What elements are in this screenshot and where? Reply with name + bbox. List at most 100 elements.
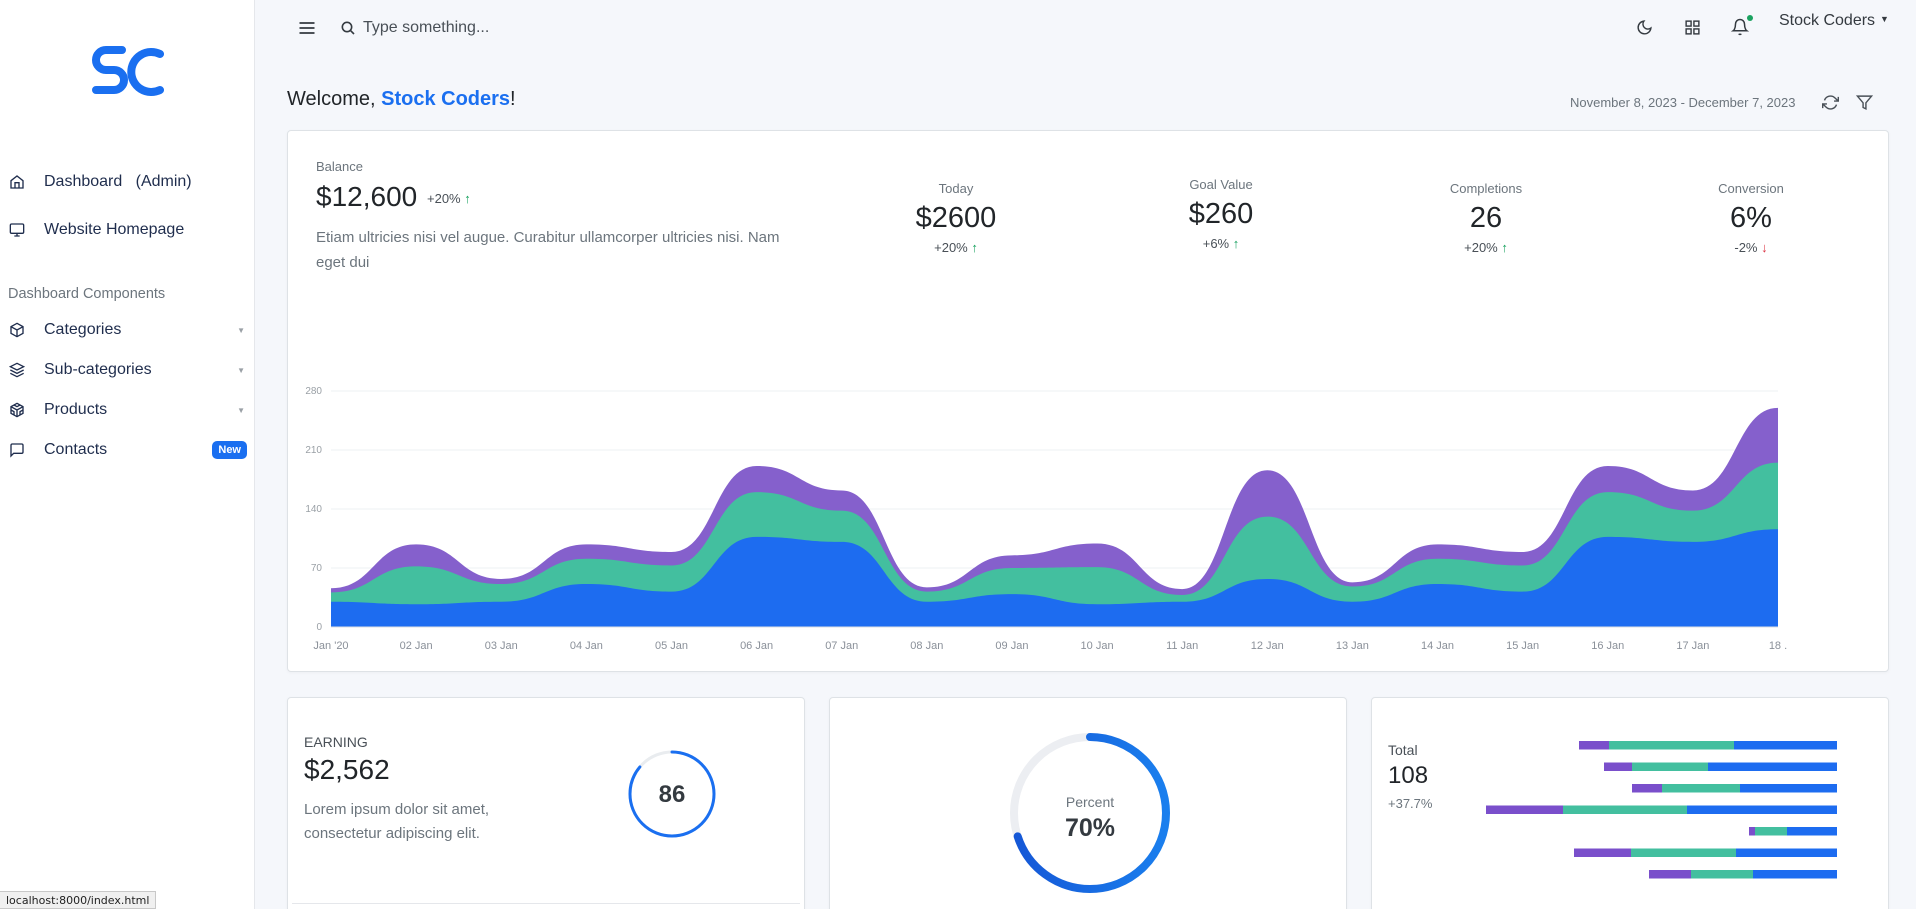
stat-label: Today (938, 181, 974, 196)
refresh-icon (1821, 94, 1839, 110)
filter-button[interactable] (1852, 90, 1876, 114)
stat-change-value: +6% (1202, 236, 1230, 251)
x-tick-label: 03 Jan (485, 640, 518, 652)
sidebar-item-label: Products (44, 401, 108, 418)
welcome-name: Stock Coders (381, 88, 511, 110)
bar-segment (1749, 827, 1755, 836)
sidebar-item-sub-categories[interactable]: Sub-categories ▼ (0, 354, 255, 386)
refresh-button[interactable] (1818, 90, 1842, 114)
apps-button[interactable] (1680, 15, 1704, 39)
percent-value: 70% (1065, 814, 1115, 842)
stat-change: +20% ↑ (1386, 240, 1586, 255)
sidebar-item-products[interactable]: Products ▼ (0, 394, 255, 426)
arrow-up-icon: ↑ (971, 240, 978, 255)
user-name: Stock Coders (1779, 12, 1876, 29)
sidebar-item-website-homepage[interactable]: Website Homepage (0, 214, 255, 246)
stat-today: Today $2600 +20% ↑ (856, 181, 1056, 255)
bar-segment (1574, 848, 1631, 857)
x-tick-label: 14 Jan (1421, 640, 1454, 652)
menu-toggle-button[interactable] (295, 16, 319, 40)
bar-segment (1649, 870, 1691, 879)
bar-segment (1604, 762, 1632, 771)
page-scrollbar[interactable] (1906, 0, 1916, 909)
user-menu[interactable]: Stock Coders ▼ (1779, 12, 1889, 30)
bar-segment (1691, 870, 1753, 879)
y-tick-label: 140 (305, 504, 322, 515)
x-tick-label: 18 . (1769, 640, 1787, 652)
balance-label: Balance (316, 159, 363, 174)
bar-segment (1631, 848, 1736, 857)
arrow-up-icon: ↑ (1501, 240, 1508, 255)
sidebar-item-dashboard[interactable]: Dashboard (Admin) (0, 166, 255, 198)
stat-value: 26 (1469, 202, 1503, 234)
codesandbox-icon (8, 402, 25, 419)
percent-label: Percent (1066, 794, 1114, 810)
stat-label: Goal Value (1189, 177, 1253, 192)
arrow-up-icon: ↑ (464, 191, 471, 206)
home-icon (8, 174, 25, 191)
balance-amount: $12,600 (316, 181, 418, 212)
x-tick-label: 10 Jan (1081, 640, 1114, 652)
earning-description: Lorem ipsum dolor sit amet, consectetur … (304, 801, 490, 842)
total-label: Total (1388, 742, 1418, 758)
stat-change: +20% ↑ (856, 240, 1056, 255)
x-tick-label: 06 Jan (740, 640, 773, 652)
grid-icon (1684, 19, 1700, 35)
stat-change: -2% ↓ (1651, 240, 1851, 255)
area-series-1 (331, 529, 1778, 627)
moon-icon (1637, 19, 1652, 34)
message-square-icon (8, 442, 25, 459)
bar-segment (1687, 805, 1837, 814)
stat-value: 6% (1730, 202, 1772, 234)
stat-change-value: -2% (1734, 240, 1758, 255)
bar-segment (1632, 762, 1708, 771)
x-tick-label: 05 Jan (655, 640, 688, 652)
x-tick-label: 16 Jan (1591, 640, 1624, 652)
bar-segment (1486, 805, 1563, 814)
chevron-down-icon: ▼ (237, 325, 245, 335)
x-tick-label: 07 Jan (825, 640, 858, 652)
ring-progress (628, 750, 716, 838)
chevron-down-icon: ▼ (237, 365, 245, 375)
balance-change-value: +20% (427, 191, 461, 206)
theme-toggle-button[interactable] (1632, 15, 1656, 39)
stat-completions: Completions 26 +20% ↑ (1386, 181, 1586, 255)
date-range[interactable]: November 8, 2023 - December 7, 2023 (1570, 95, 1796, 110)
stat-change: +6% ↑ (1121, 236, 1321, 251)
sidebar-item-contacts[interactable]: Contacts New (0, 434, 255, 466)
stat-conversion: Conversion 6% -2% ↓ (1651, 181, 1851, 255)
bar-segment (1734, 741, 1837, 750)
x-tick-label: 08 Jan (910, 640, 943, 652)
monitor-icon (8, 222, 25, 239)
bell-icon (1731, 18, 1749, 36)
stock-coders-logo[interactable] (92, 44, 164, 100)
search-input[interactable] (363, 16, 663, 40)
bar-segment (1579, 741, 1609, 750)
stat-label: Conversion (1718, 181, 1784, 196)
sidebar-item-label: Categories (44, 321, 122, 338)
percent-ring: Percent 70% (1010, 733, 1170, 893)
stacked-bar-chart (1486, 741, 1837, 879)
stat-change-value: +20% (934, 240, 968, 255)
bar-segment (1755, 827, 1787, 836)
x-tick-label: 09 Jan (995, 640, 1028, 652)
stat-label: Completions (1449, 181, 1523, 196)
x-tick-label: 02 Jan (400, 640, 433, 652)
y-tick-label: 210 (305, 445, 322, 456)
ring-progress (1010, 733, 1170, 893)
notification-dot (1747, 15, 1753, 21)
earning-value: $2,562 (304, 754, 390, 785)
sidebar-item-categories[interactable]: Categories ▼ (0, 314, 255, 346)
x-tick-label: 12 Jan (1251, 640, 1284, 652)
new-badge: New (212, 441, 247, 459)
balance-value: $12,600 +20% ↑ (316, 181, 471, 213)
layers-icon (8, 362, 25, 379)
caret-down-icon: ▼ (1880, 14, 1889, 24)
total-value: 108 (1388, 762, 1429, 789)
y-tick-label: 70 (311, 563, 323, 574)
earning-label: EARNING (304, 734, 368, 750)
notifications-button[interactable] (1728, 15, 1753, 39)
balance-description: Etiam ultricies nisi vel augue. Curabitu… (316, 229, 780, 271)
welcome-heading: Welcome, Stock Coders! (287, 88, 516, 111)
earning-ring-value: 86 (659, 781, 686, 808)
